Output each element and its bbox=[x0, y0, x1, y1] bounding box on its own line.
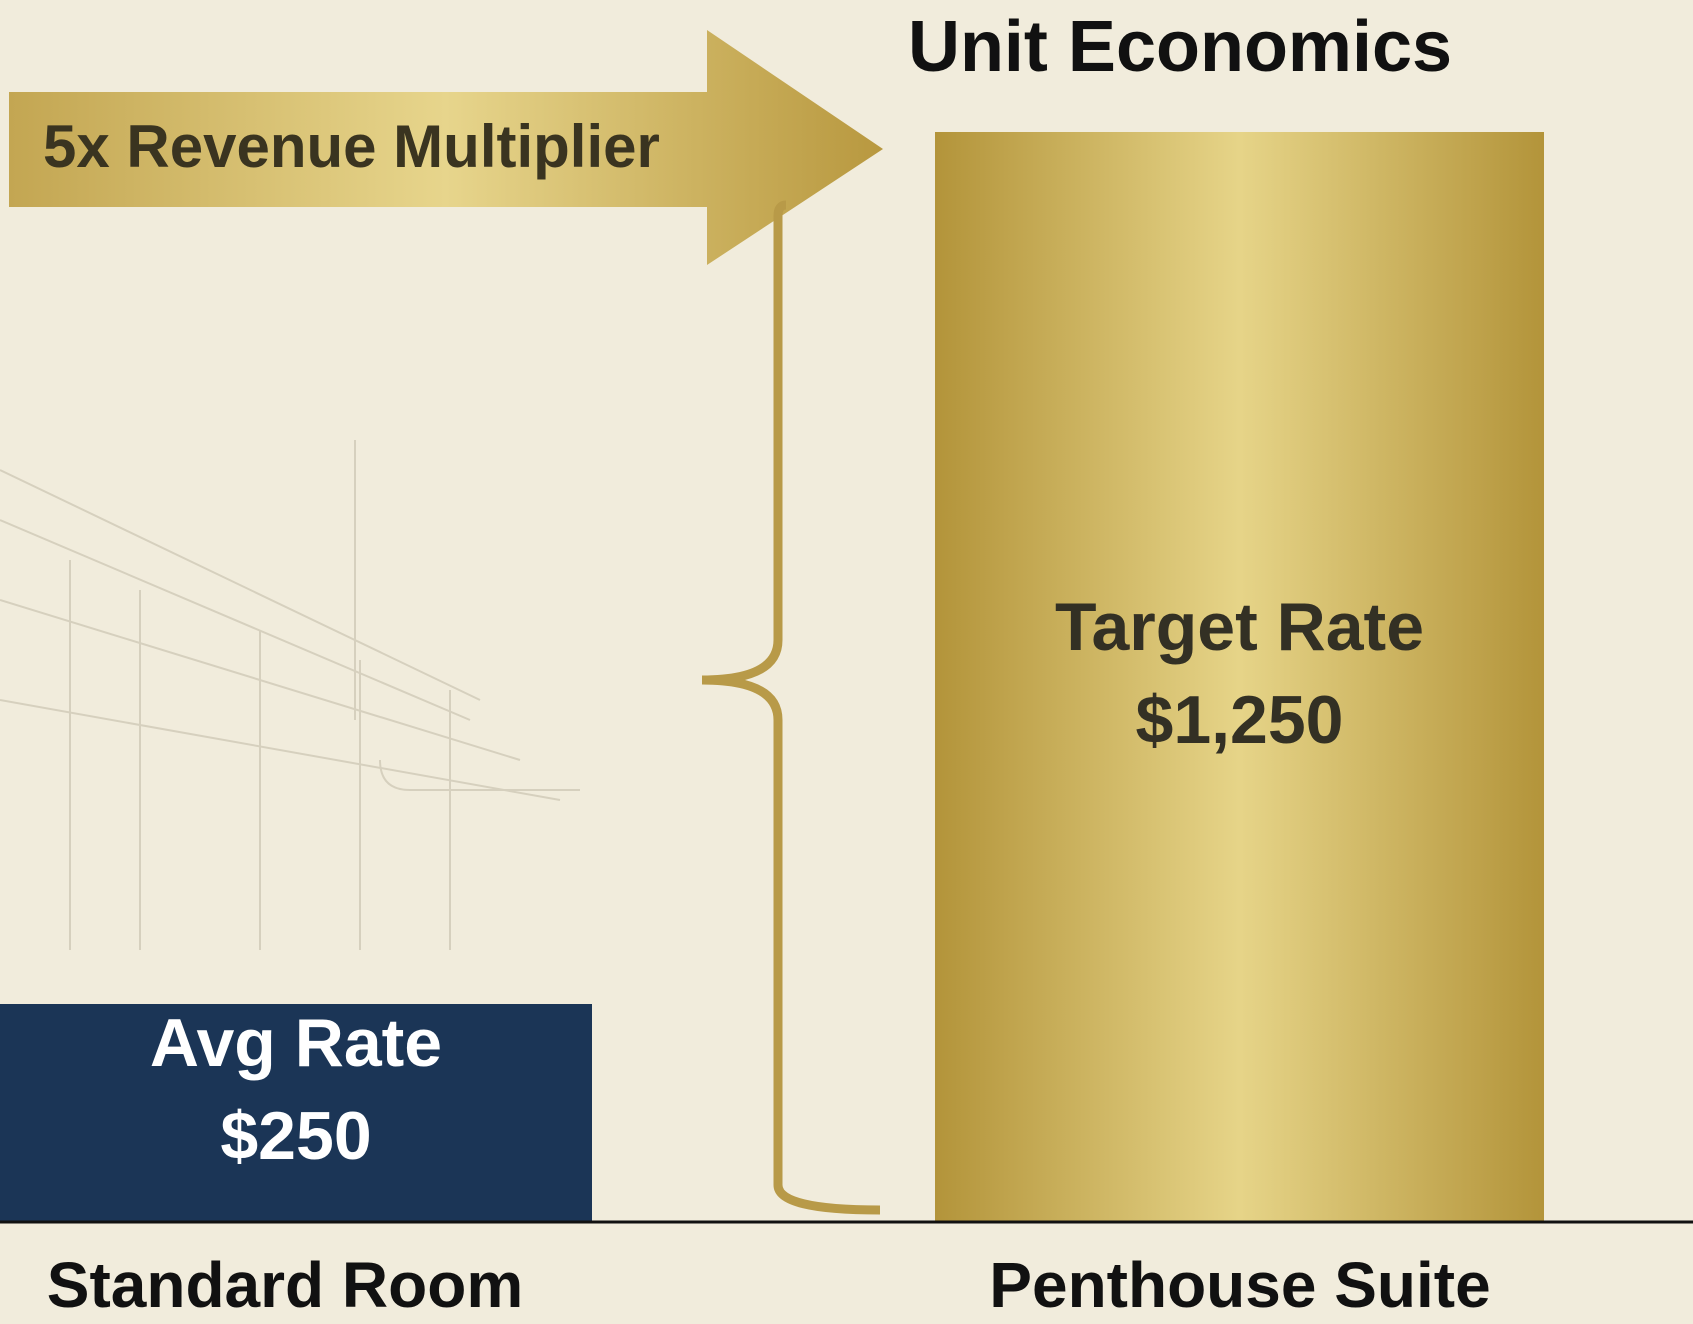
x-tick-label: Standard Room bbox=[47, 1249, 523, 1321]
value-title: Avg Rate bbox=[150, 1005, 442, 1081]
value-label: $1,250 bbox=[1136, 682, 1344, 758]
bar bbox=[0, 1004, 592, 1222]
x-tick-label: Penthouse Suite bbox=[989, 1249, 1490, 1321]
bar bbox=[935, 132, 1544, 1222]
brace bbox=[701, 200, 881, 1215]
value-label: $250 bbox=[220, 1098, 371, 1174]
building-sketch bbox=[0, 440, 580, 950]
value-title: Target Rate bbox=[1055, 589, 1424, 665]
annotation: 5x Revenue Multiplier bbox=[43, 113, 660, 180]
chart-title: Unit Economics bbox=[908, 7, 1452, 87]
arrow bbox=[9, 30, 883, 265]
